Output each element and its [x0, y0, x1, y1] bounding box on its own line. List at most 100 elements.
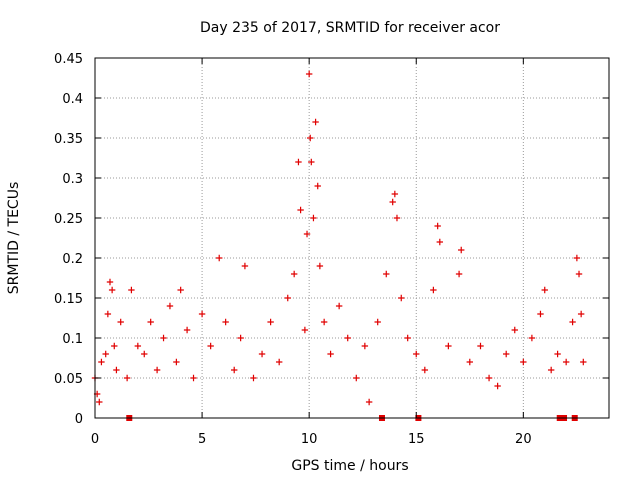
data-point: [458, 246, 465, 254]
data-point: [562, 358, 570, 366]
data-point: [231, 366, 238, 374]
data-point: [316, 262, 324, 270]
data-point: [104, 310, 112, 318]
data-point: [520, 358, 527, 366]
data-point: [128, 286, 135, 294]
data-point: [389, 198, 396, 206]
data-point: [303, 230, 311, 238]
data-point: [173, 358, 180, 366]
y-tick-label: 0.45: [54, 52, 83, 67]
data-point: [554, 350, 561, 358]
y-tick-label: 0: [75, 412, 83, 427]
y-tick-label: 0.35: [54, 132, 83, 147]
x-tick-label: 15: [408, 432, 425, 447]
y-tick-label: 0.1: [62, 332, 83, 347]
y-axis-label: SRMTID / TECUs: [6, 182, 22, 295]
data-point: [445, 342, 452, 350]
data-point: [365, 398, 373, 406]
data-point: [284, 294, 291, 302]
data-point: [314, 182, 321, 190]
data-point: [436, 238, 444, 246]
data-point: [335, 302, 343, 310]
data-point: [258, 350, 266, 358]
y-tick-label: 0.15: [54, 292, 83, 307]
data-point: [275, 358, 283, 366]
data-point: [222, 318, 229, 326]
data-point: [573, 254, 581, 262]
data-point: [102, 350, 109, 358]
data-point: [466, 358, 473, 366]
data-point: [177, 286, 184, 294]
data-point: [250, 374, 257, 382]
data-point: [413, 350, 420, 358]
data-point: [327, 350, 334, 358]
data-point: [541, 286, 548, 294]
data-point: [537, 310, 544, 318]
grid-lines: [95, 58, 609, 418]
data-point: [113, 366, 120, 374]
data-point: [575, 270, 583, 278]
data-point: [344, 334, 351, 342]
data-point: [160, 334, 167, 342]
data-point: [117, 318, 124, 326]
data-point: [511, 326, 518, 334]
data-point: [147, 318, 154, 326]
data-point: [134, 342, 142, 350]
data-point: [528, 334, 536, 342]
y-tick-label: 0.2: [62, 252, 83, 267]
data-point: [305, 70, 313, 78]
data-point: [398, 294, 405, 302]
data-point: [183, 326, 191, 334]
y-tick-label: 0.05: [54, 372, 83, 387]
data-point: [241, 262, 249, 270]
data-point: [393, 214, 401, 222]
data-point: [404, 334, 411, 342]
data-points: [91, 70, 587, 406]
data-point: [307, 134, 314, 142]
data-point: [312, 118, 319, 126]
data-point: [580, 358, 587, 366]
data-point: [216, 254, 223, 262]
data-point: [361, 342, 369, 350]
axis-ticks: 0 0.05 0.1 0.15 0.2 0.25 0.3 0.35 0.4 0.45 0 5 10 15 2…: [54, 52, 609, 447]
data-point: [295, 158, 302, 166]
data-point: [207, 342, 214, 350]
x-tick-label: 0: [91, 432, 99, 447]
data-point: [320, 318, 328, 326]
data-point: [290, 270, 298, 278]
data-point: [577, 310, 585, 318]
data-point: [308, 158, 315, 166]
data-point: [494, 382, 501, 390]
data-point: [96, 398, 103, 406]
y-tick-label: 0.25: [54, 212, 83, 227]
data-point: [547, 366, 555, 374]
data-point: [503, 350, 510, 358]
data-point: [421, 366, 429, 374]
data-point: [123, 374, 131, 382]
data-point: [383, 270, 390, 278]
y-tick-label: 0.4: [62, 92, 83, 107]
data-point: [297, 206, 304, 214]
data-point: [141, 350, 148, 358]
x-axis-label: GPS time / hours: [291, 458, 408, 474]
data-point: [198, 310, 206, 318]
data-point: [353, 374, 360, 382]
data-point: [434, 222, 441, 230]
data-point: [98, 358, 105, 366]
data-point: [190, 374, 197, 382]
data-point: [111, 342, 118, 350]
data-point: [569, 318, 576, 326]
plot-frame: [94, 57, 610, 419]
data-point: [267, 318, 274, 326]
data-point: [166, 302, 174, 310]
data-point: [237, 334, 244, 342]
chart-title: Day 235 of 2017, SRMTID for receiver aco…: [200, 20, 500, 36]
data-point: [301, 326, 309, 334]
data-point: [455, 270, 463, 278]
data-point: [477, 342, 484, 350]
data-point: [430, 286, 437, 294]
x-tick-label: 10: [301, 432, 318, 447]
y-tick-label: 0.3: [62, 172, 83, 187]
